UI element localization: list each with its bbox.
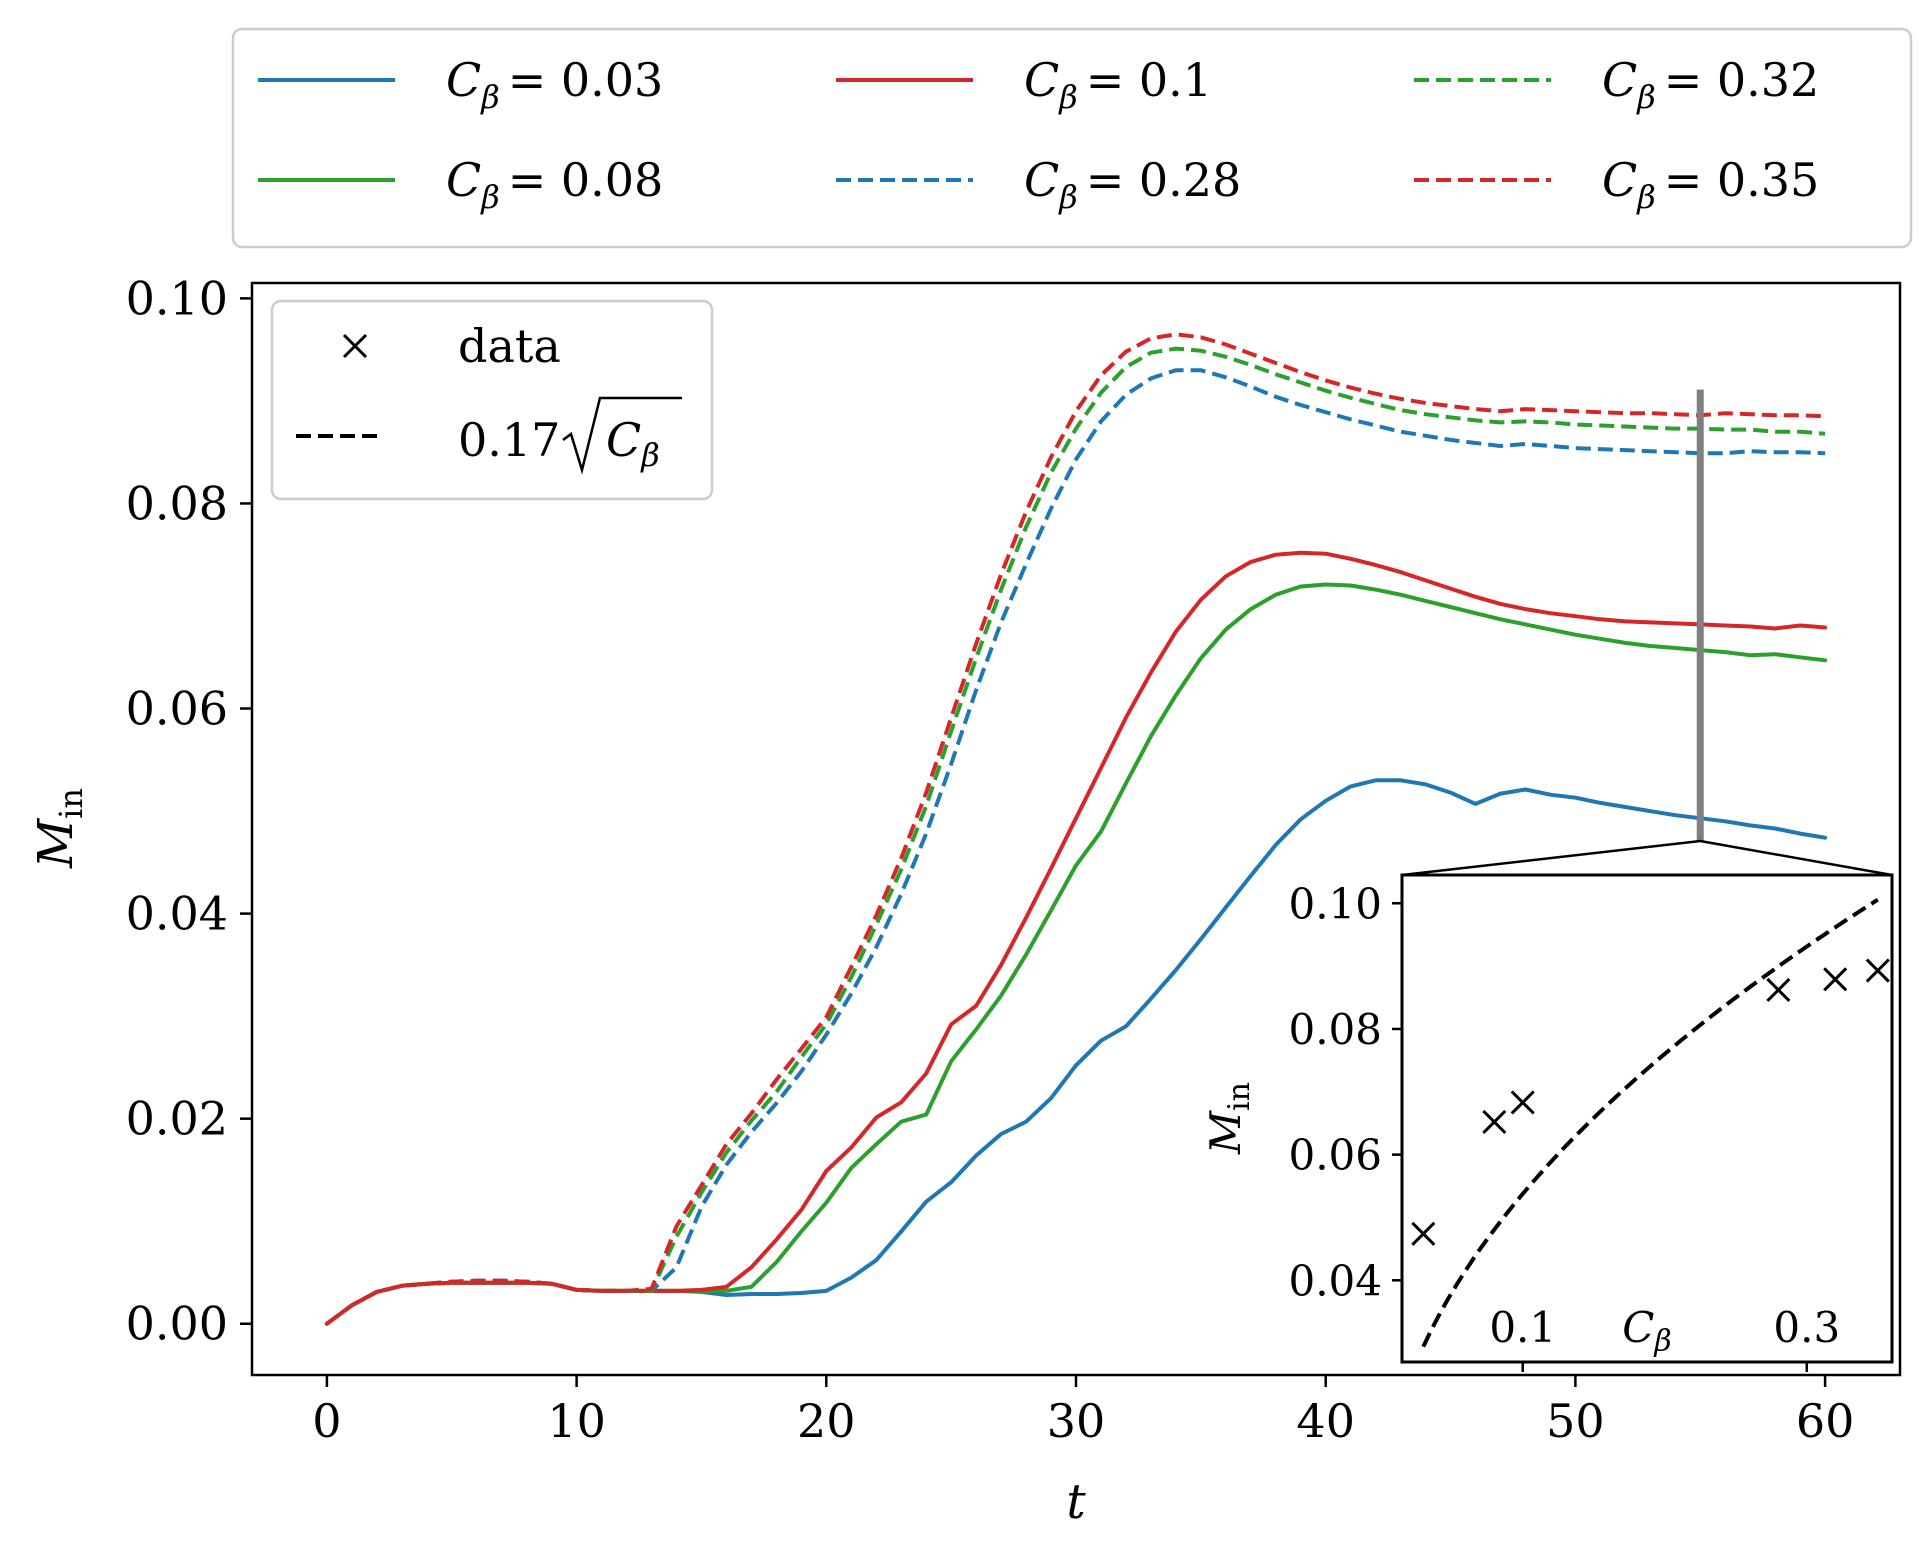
legend-entry-2: Cβ = 0.08	[258, 153, 663, 216]
y-tick-label: 0.00	[126, 1297, 228, 1351]
inner-legend-frame	[270, 299, 714, 501]
y-tick-label: 0.06	[126, 682, 228, 736]
series-line-3	[324, 550, 1828, 1326]
legend-entry-5: Cβ = 0.32	[1414, 53, 1819, 116]
y-axis-ticks: 0.00 0.02 0.04 0.06 0.08 0.10	[126, 271, 252, 1351]
legend-label: Cβ = 0.28	[1024, 153, 1241, 216]
y-axis-label: Min	[28, 788, 90, 869]
inner-legend: data 0.17 Cβ	[270, 299, 714, 501]
legend-label: Cβ = 0.35	[1602, 153, 1819, 216]
inset-x-tick-label: 0.1	[1489, 1303, 1556, 1352]
main-axes: 0 10 20 30 40 50 60 0.00 0.02 0.04 0.06 0.08 0.10 t…	[28, 271, 1902, 1530]
x-tick-label: 40	[1296, 1394, 1355, 1448]
x-tick-label: 30	[1047, 1394, 1106, 1448]
inset-data-point-4	[1766, 977, 1791, 1003]
x-tick-label: 60	[1796, 1394, 1855, 1448]
inset-data-point-2	[1482, 1109, 1507, 1135]
series-line-5	[325, 346, 1826, 1326]
legend-fit-sqrt	[562, 396, 682, 475]
inset-y-label: Min	[1201, 1082, 1257, 1155]
inset-axes: 0.1 0.3 0.04 0.06 0.08 0.10 Cβ Min	[1201, 873, 1894, 1372]
legend-entry-3: Cβ = 0.1	[836, 53, 1212, 116]
top-legend-frame	[231, 27, 1913, 249]
inset-y-tick-label: 0.08	[1288, 1005, 1382, 1054]
legend-label: Cβ = 0.1	[1024, 53, 1212, 116]
y-tick-label: 0.04	[126, 887, 228, 941]
inset-y-tick-label: 0.10	[1288, 879, 1382, 928]
legend-label: Cβ = 0.08	[446, 153, 663, 216]
legend-label: Cβ = 0.03	[446, 53, 663, 116]
legend-entry-1: Cβ = 0.03	[258, 53, 663, 116]
series-line-6	[325, 332, 1826, 1326]
legend-fit-symbol: C	[606, 413, 641, 467]
x-tick-label: 20	[797, 1394, 856, 1448]
inset-data-point-1	[1411, 1221, 1436, 1246]
zoom-connector	[1401, 839, 1893, 877]
inset-x-label: Cβ	[1622, 1303, 1671, 1359]
inset-y-tick-label: 0.04	[1288, 1256, 1382, 1305]
y-tick-label: 0.02	[126, 1092, 228, 1146]
legend-fit-sub: β	[640, 436, 660, 474]
x-tick-label: 0	[312, 1394, 341, 1448]
inset-fit-curve	[1421, 898, 1879, 1348]
zoom-indicator	[1401, 389, 1893, 877]
y-tick-label: 0.10	[126, 271, 228, 325]
svg-text:Cβ: Cβ	[606, 413, 660, 474]
inset-data-point-6	[1865, 958, 1890, 983]
inset-y-ticks: 0.04 0.06 0.08 0.10	[1288, 879, 1402, 1305]
y-tick-label: 0.08	[126, 476, 228, 530]
inset-data-point-3	[1510, 1090, 1535, 1115]
legend-label: Cβ = 0.32	[1602, 53, 1819, 116]
series-line-4	[325, 368, 1826, 1326]
x-axis-label: t	[1066, 1474, 1086, 1530]
inset-x-tick-label: 0.3	[1773, 1303, 1840, 1352]
legend-data-marker	[342, 333, 368, 359]
inset-frame	[1400, 873, 1894, 1364]
x-tick-label: 10	[547, 1394, 606, 1448]
x-axis-ticks: 0 10 20 30 40 50 60	[312, 1375, 1854, 1448]
svg-text:Min: Min	[28, 788, 90, 869]
legend-entry-6: Cβ = 0.35	[1414, 153, 1819, 216]
x-tick-label: 50	[1546, 1394, 1605, 1448]
inset-x-ticks: 0.1 0.3	[1489, 1303, 1840, 1372]
legend-data-label: data	[458, 319, 561, 373]
inset-y-tick-label: 0.06	[1288, 1131, 1382, 1180]
legend-entry-4: Cβ = 0.28	[836, 153, 1241, 216]
top-legend: Cβ = 0.03 Cβ = 0.08 Cβ = 0.1 Cβ = 0.28 Cβ = 0.32 C…	[231, 27, 1913, 249]
series-lines	[324, 332, 1828, 1326]
legend-fit-label: 0.17	[458, 413, 560, 467]
svg-text:Min: Min	[1201, 1082, 1257, 1155]
inset-data-point-5	[1823, 967, 1848, 992]
